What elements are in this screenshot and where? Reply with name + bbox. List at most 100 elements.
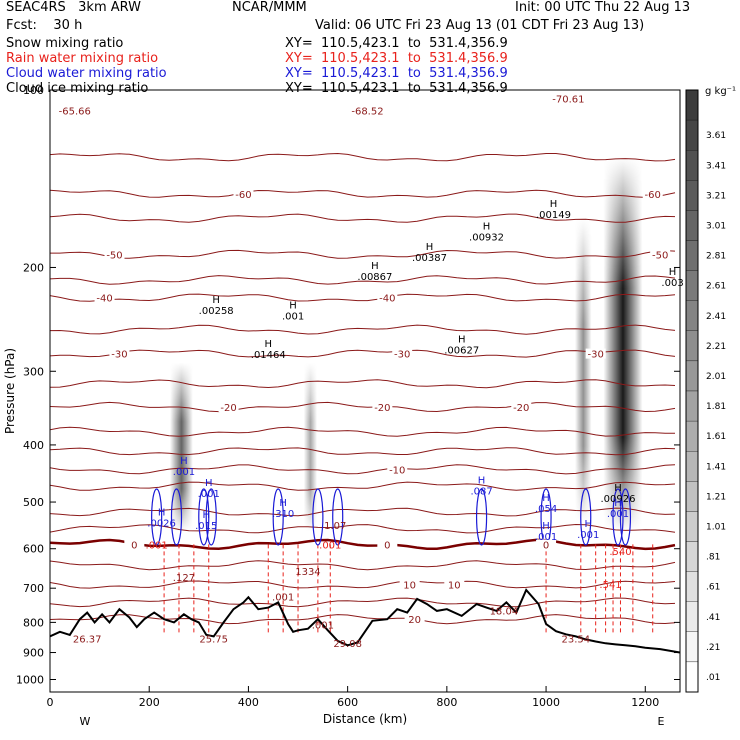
cloud-max-label: .001 — [607, 509, 629, 520]
contour-label-bg — [392, 348, 413, 359]
colorbar-label: .01 — [706, 673, 720, 683]
valid-time: Valid: 06 UTC Fri 23 Aug 13 (01 CDT Fri … — [315, 18, 645, 33]
ice-max-label: .003 — [661, 278, 683, 289]
contour-label-bg — [94, 292, 115, 303]
temperature-contour-label: -60 — [645, 190, 661, 201]
snow-column — [603, 157, 643, 532]
y-tick-label: 100 — [23, 84, 44, 97]
colorbar-swatch — [685, 601, 699, 632]
temperature-contour-label: -20 — [220, 403, 236, 414]
colorbar-label: 1.01 — [706, 522, 726, 532]
field-rain-label: Rain water mixing ratio — [6, 51, 159, 66]
temperature-contour — [50, 614, 676, 625]
temperature-contour-label: -30 — [394, 350, 410, 361]
colorbar-label: .41 — [706, 613, 720, 623]
temperature-contour-label: -30 — [587, 350, 603, 361]
extremum-label: -68.52 — [351, 106, 383, 117]
colorbar-label: 1.41 — [706, 462, 726, 472]
colorbar-swatch — [685, 89, 699, 121]
ice-max-marker: H — [371, 261, 379, 272]
temperature-contour-label: 0 — [543, 540, 549, 551]
colorbar-label: 3.61 — [706, 131, 726, 141]
extremum-label: -65.66 — [59, 106, 91, 117]
colorbar-frame — [685, 89, 699, 693]
temperature-contour-label: -50 — [652, 250, 668, 261]
snow-column — [575, 218, 592, 522]
extremum-label: 1334 — [295, 567, 320, 578]
temperature-contour-label: 10 — [448, 581, 461, 592]
ice-max-marker: H — [669, 267, 677, 278]
cloud-contour — [332, 488, 344, 546]
cloud-contour — [580, 488, 592, 546]
colorbar-swatch — [685, 270, 699, 301]
center-name: NCAR/MMM — [232, 0, 307, 15]
temperature-contour — [50, 481, 676, 491]
y-tick-label: 500 — [23, 496, 44, 509]
contour-label-bg — [536, 539, 557, 550]
cloud-contour — [170, 488, 183, 546]
temperature-contour — [50, 324, 676, 335]
cloud-max-label: .001 — [577, 530, 599, 541]
field-cloud-label: Cloud water mixing ratio — [6, 66, 167, 81]
temperature-contour — [50, 426, 676, 437]
cloud-max-marker: H — [542, 521, 550, 532]
y-tick-label: 1000 — [16, 674, 44, 687]
temperature-contour — [50, 464, 676, 475]
contour-label-bg — [377, 292, 398, 303]
ice-max-marker: H — [212, 295, 220, 306]
temperature-contour-label: -60 — [235, 190, 251, 201]
cloud-max-label: .015 — [195, 521, 217, 532]
colorbar-label: .61 — [706, 583, 720, 593]
colorbar-label: .21 — [706, 643, 720, 653]
colorbar-swatch — [685, 451, 699, 482]
snow-column — [303, 362, 318, 532]
colorbar-label: .81 — [706, 553, 720, 563]
extremum-label: 1.07 — [324, 521, 346, 532]
rain-max-label: .541 — [599, 580, 621, 591]
colorbar-label: 2.01 — [706, 372, 726, 382]
colorbar-label: 3.01 — [706, 221, 726, 231]
x-tick-label: 800 — [436, 696, 457, 709]
temperature-contour — [50, 597, 676, 608]
cloud-max-marker: H — [584, 519, 592, 530]
colorbar-swatch — [685, 210, 699, 241]
init-time: Init: 00 UTC Thu 22 Aug 13 — [515, 0, 691, 15]
field-ice-xy: XY= 110.5,423.1 to 531.4,356.9 — [285, 81, 508, 96]
colorbar-unit: g kg⁻¹ — [705, 86, 736, 97]
extremum-label: 18.04 — [490, 606, 519, 617]
contour-label-bg — [104, 249, 125, 260]
cloud-contour — [612, 488, 624, 546]
contour-label-bg — [404, 614, 425, 625]
colorbar-swatch — [685, 420, 699, 452]
cloud-contour — [619, 488, 632, 546]
colorbar-swatch — [685, 300, 699, 331]
temperature-contour-label: 20 — [408, 615, 421, 626]
colorbar-swatch — [685, 330, 699, 362]
rain-max-label: .540 — [609, 547, 631, 558]
colorbar-label: 2.21 — [706, 342, 726, 352]
colorbar-swatch — [685, 240, 699, 271]
cloud-contour — [151, 488, 163, 546]
ice-max-marker: H — [289, 300, 297, 311]
contour-label-bg — [372, 402, 393, 413]
temperature-contour-label: -20 — [374, 403, 390, 414]
x-tick-label: 200 — [139, 696, 160, 709]
ice-max-marker: H — [426, 242, 434, 253]
y-tick-label: 800 — [23, 616, 44, 629]
snow-column-shade — [575, 218, 592, 522]
x-tick-label: 0 — [47, 696, 54, 709]
cloud-max-marker: H — [158, 507, 166, 518]
extremum-label: 26.37 — [73, 634, 102, 645]
temperature-contour — [50, 401, 676, 413]
colorbar-swatch — [685, 150, 699, 181]
y-tick-label: 900 — [23, 647, 44, 660]
temperature-contour — [50, 249, 676, 259]
colorbar-swatch — [685, 661, 699, 693]
extremum-label: .001 — [272, 593, 294, 604]
ice-max-label: .001 — [282, 311, 304, 322]
freezing-level-contour — [50, 538, 676, 551]
ice-max-label: .00387 — [412, 253, 447, 264]
extremum-label: -70.61 — [552, 94, 584, 105]
contour-label-bg — [233, 188, 254, 199]
field-cloud-xy: XY= 110.5,423.1 to 531.4,356.9 — [285, 66, 508, 81]
